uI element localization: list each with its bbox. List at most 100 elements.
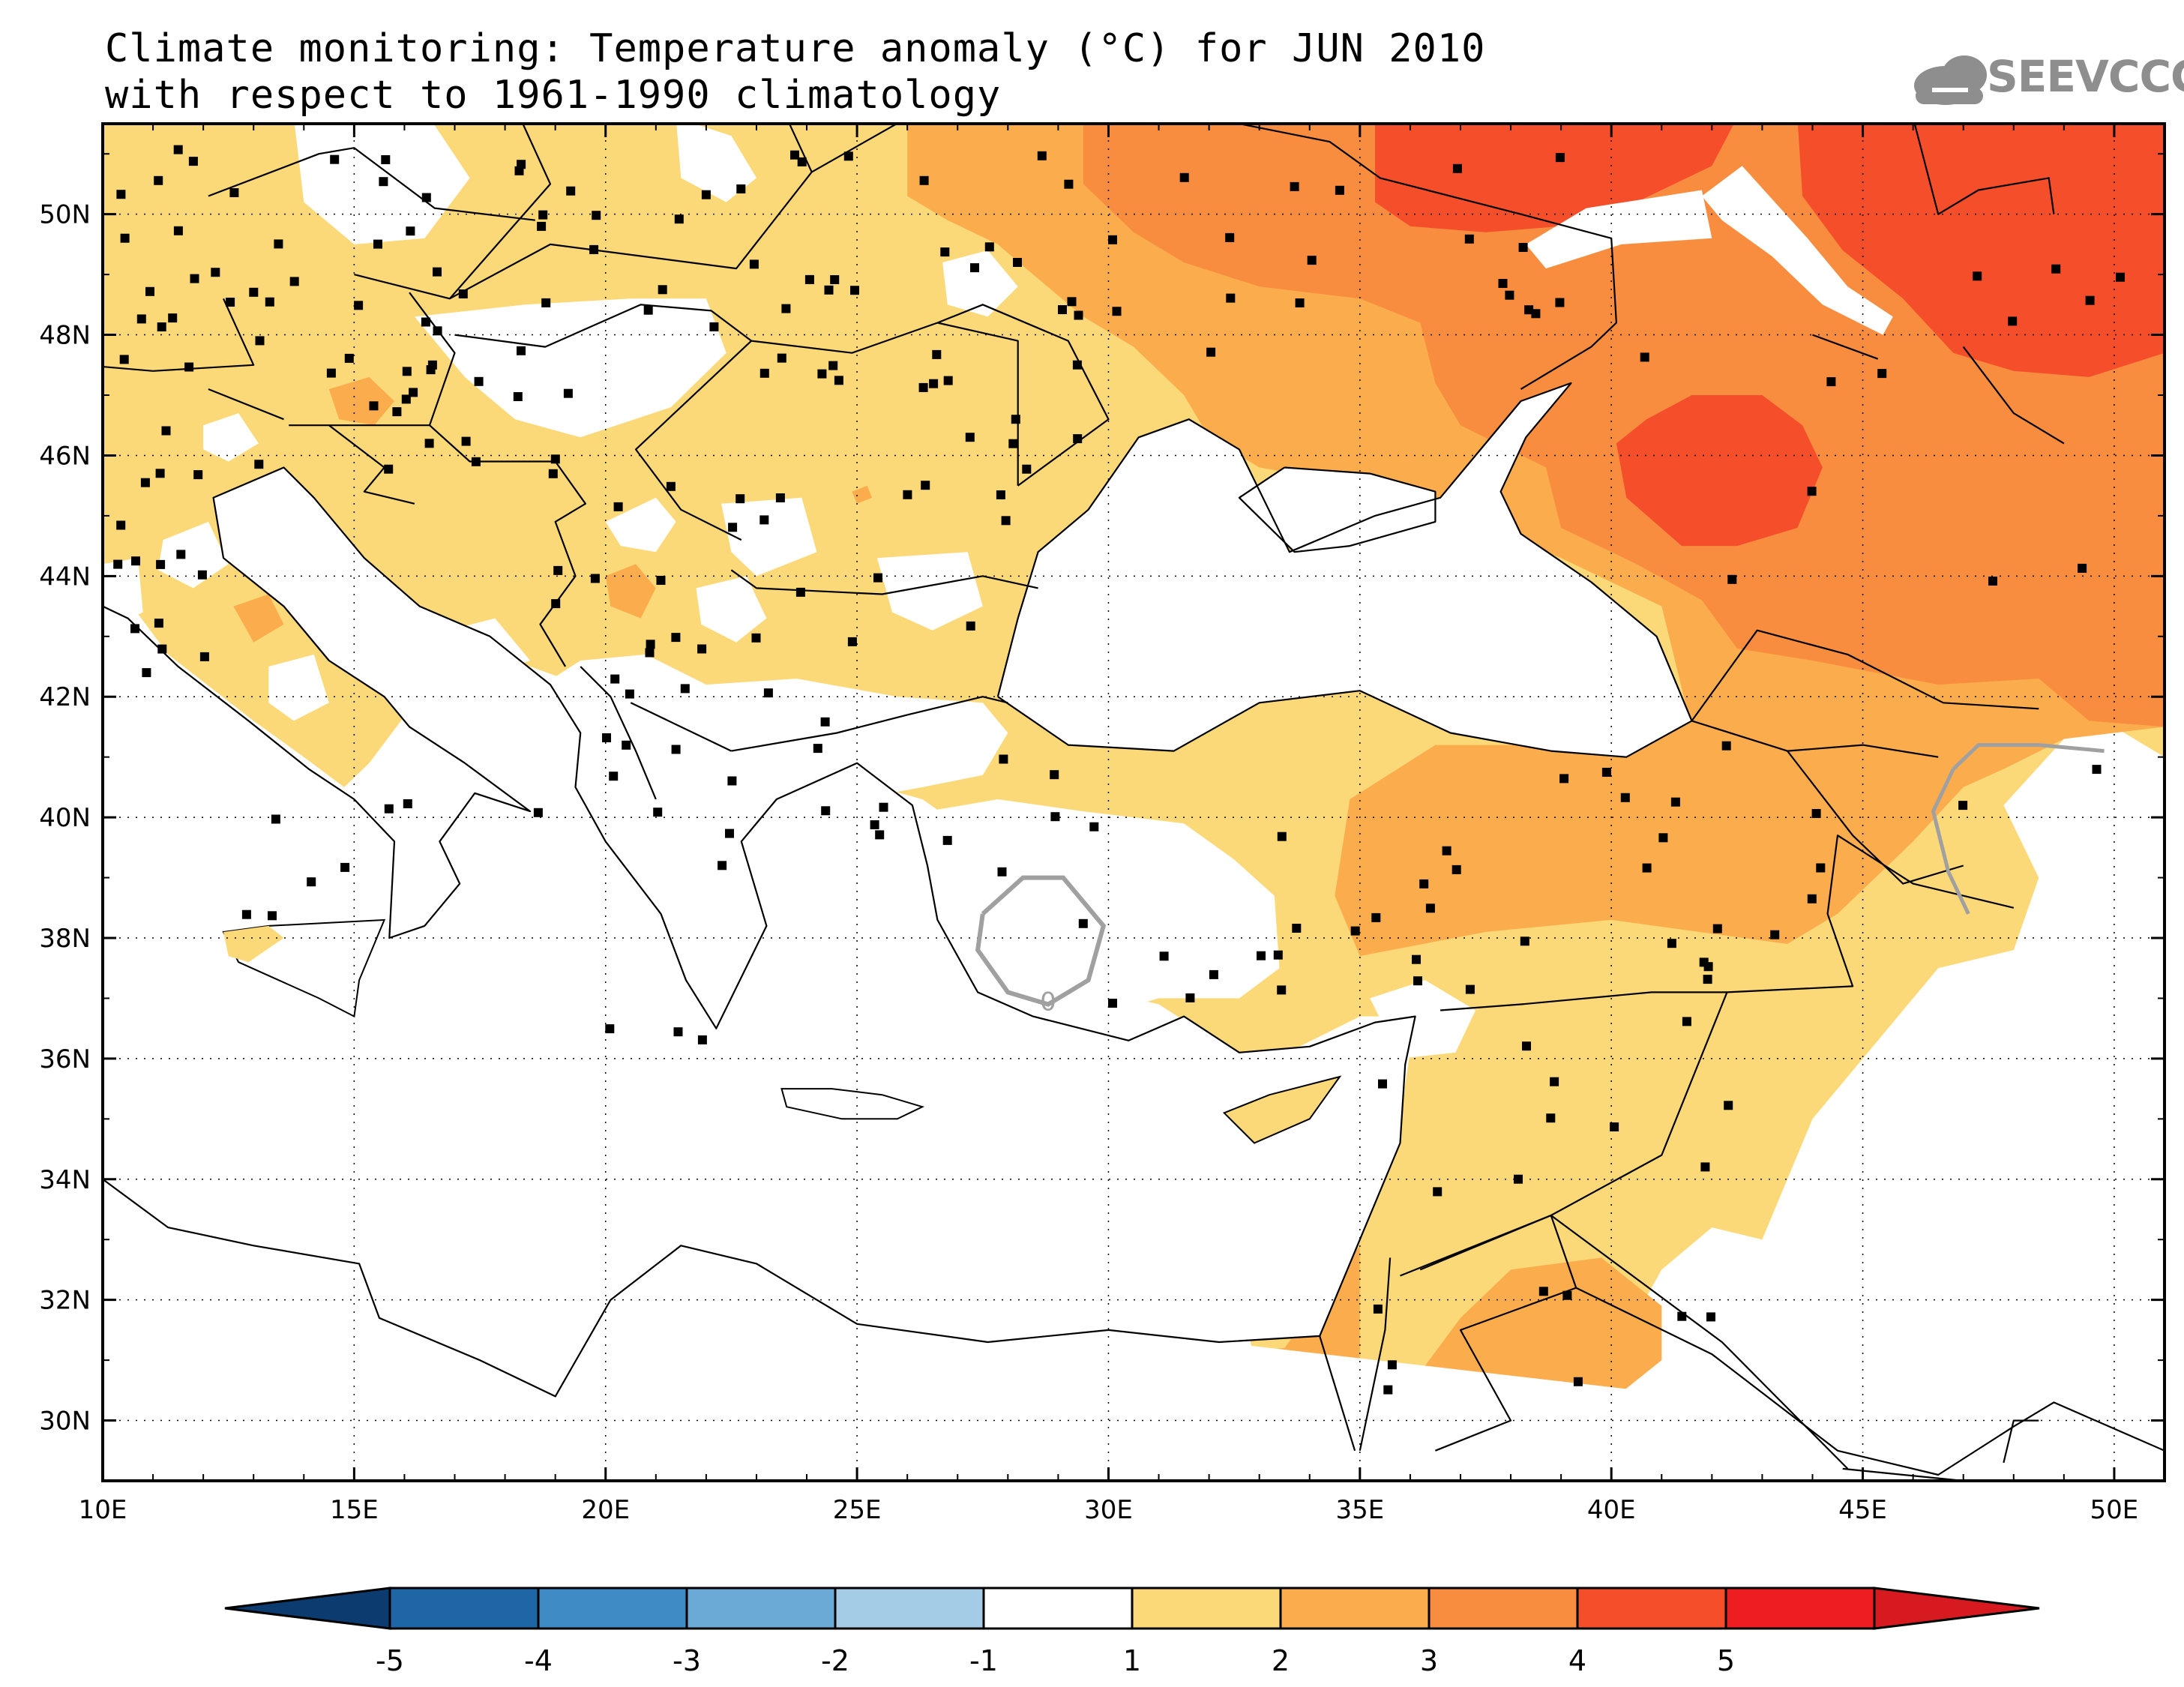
anomaly-zone-4-5 bbox=[1616, 395, 1823, 547]
station-marker bbox=[433, 326, 442, 336]
station-marker bbox=[1108, 235, 1117, 244]
station-marker bbox=[142, 668, 151, 678]
station-marker bbox=[161, 426, 171, 436]
station-marker bbox=[1277, 985, 1287, 995]
no-anomaly-area bbox=[721, 497, 817, 577]
station-marker bbox=[653, 808, 663, 817]
station-marker bbox=[942, 835, 952, 845]
station-marker bbox=[919, 175, 929, 185]
station-marker bbox=[1008, 439, 1018, 448]
station-marker bbox=[2116, 272, 2125, 282]
station-marker bbox=[116, 190, 126, 199]
border-line bbox=[103, 298, 255, 372]
station-marker bbox=[929, 379, 939, 388]
y-tick-label: 40N bbox=[39, 803, 91, 833]
border-line bbox=[103, 466, 1416, 1398]
border-line bbox=[634, 322, 1019, 541]
station-marker bbox=[834, 376, 843, 385]
station-marker bbox=[1727, 574, 1737, 584]
station-marker bbox=[168, 313, 178, 323]
station-marker bbox=[1514, 1174, 1523, 1184]
station-marker bbox=[157, 644, 167, 654]
crete-island bbox=[780, 1088, 925, 1120]
station-marker bbox=[384, 804, 394, 814]
station-marker bbox=[1226, 293, 1236, 303]
station-marker bbox=[804, 274, 814, 284]
x-tick-label: 25E bbox=[833, 1495, 882, 1525]
border-line bbox=[996, 382, 1693, 758]
station-marker bbox=[1531, 309, 1541, 319]
colorbar-tick-label: 1 bbox=[1123, 1644, 1141, 1677]
x-tick-label: 40E bbox=[1587, 1495, 1636, 1525]
colorbar-box bbox=[1428, 1587, 1579, 1630]
y-tick-label: 46N bbox=[39, 441, 91, 471]
border-line bbox=[906, 696, 1008, 716]
station-marker bbox=[537, 221, 547, 231]
station-marker bbox=[154, 175, 163, 185]
station-marker bbox=[821, 806, 831, 816]
station-marker bbox=[403, 799, 412, 808]
station-marker bbox=[709, 322, 719, 331]
station-marker bbox=[369, 401, 379, 411]
station-marker bbox=[1807, 894, 1817, 903]
border-line bbox=[1787, 750, 1964, 885]
station-marker bbox=[725, 829, 734, 838]
x-tick-label: 10E bbox=[79, 1495, 127, 1525]
station-marker bbox=[1538, 1287, 1548, 1296]
station-marker bbox=[421, 193, 431, 202]
contour-line bbox=[975, 875, 1107, 1007]
station-marker bbox=[1072, 360, 1082, 370]
station-marker bbox=[1601, 768, 1611, 777]
station-marker bbox=[759, 368, 769, 378]
station-marker bbox=[2092, 765, 2102, 775]
station-marker bbox=[1464, 234, 1474, 244]
border-line bbox=[1691, 720, 1939, 758]
station-marker bbox=[1307, 256, 1317, 265]
no-anomaly-area bbox=[515, 654, 1008, 812]
station-marker bbox=[610, 674, 620, 684]
station-marker bbox=[1089, 822, 1099, 832]
colorbar-tick-label: 2 bbox=[1272, 1644, 1290, 1677]
y-tick-label: 50N bbox=[39, 200, 91, 230]
anomaly-zone-4-5 bbox=[1375, 124, 1734, 232]
border-line bbox=[1550, 1215, 1849, 1470]
station-marker bbox=[1546, 1113, 1556, 1123]
border-line bbox=[1575, 1287, 2165, 1476]
station-marker bbox=[1555, 153, 1565, 163]
station-marker bbox=[1522, 1041, 1531, 1051]
colorbar-box bbox=[1131, 1587, 1282, 1630]
station-marker bbox=[592, 211, 601, 220]
station-marker bbox=[870, 820, 879, 829]
station-marker bbox=[1419, 879, 1429, 888]
station-marker bbox=[1273, 950, 1283, 960]
x-tick-label: 15E bbox=[330, 1495, 379, 1525]
station-marker bbox=[354, 301, 364, 310]
y-tick-label: 32N bbox=[39, 1286, 91, 1316]
station-marker bbox=[130, 624, 139, 634]
station-marker bbox=[538, 210, 548, 220]
station-marker bbox=[226, 298, 235, 307]
station-marker bbox=[1112, 307, 1122, 316]
station-marker bbox=[777, 353, 786, 363]
anomaly-patch bbox=[233, 594, 284, 643]
station-marker bbox=[184, 362, 194, 372]
station-marker bbox=[402, 367, 412, 376]
station-marker bbox=[1013, 258, 1022, 267]
station-marker bbox=[645, 648, 655, 658]
x-tick-label: 30E bbox=[1084, 1495, 1133, 1525]
colorbar-tick-label: -5 bbox=[376, 1644, 404, 1677]
station-marker bbox=[131, 556, 140, 566]
station-marker bbox=[1290, 181, 1299, 191]
station-marker bbox=[1807, 487, 1817, 496]
y-tick-label: 30N bbox=[39, 1407, 91, 1437]
y-tick-label: 38N bbox=[39, 924, 91, 954]
station-marker bbox=[381, 155, 391, 164]
station-marker bbox=[255, 336, 265, 346]
station-marker bbox=[1383, 1385, 1393, 1395]
no-anomaly-area bbox=[942, 250, 1018, 317]
station-marker bbox=[1108, 999, 1117, 1008]
contour-line bbox=[1931, 768, 1970, 915]
station-marker bbox=[513, 392, 523, 401]
station-marker bbox=[1770, 930, 1780, 939]
border-line bbox=[289, 292, 456, 427]
